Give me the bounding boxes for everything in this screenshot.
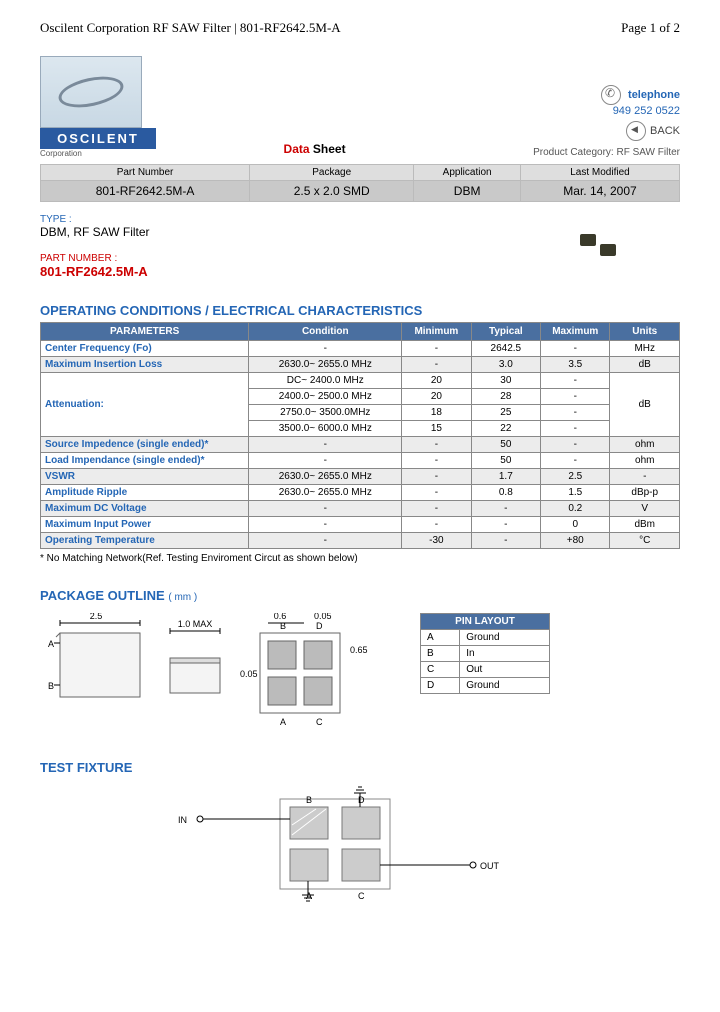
page-num: Page 1 of 2: [621, 20, 680, 36]
datasheet-label: Data Sheet: [284, 142, 346, 156]
logo-name: OSCILENT: [40, 128, 156, 149]
spec-h1: Condition: [249, 323, 402, 341]
spec-h2: Minimum: [402, 323, 471, 341]
partnum-value: 801-RF2642.5M-A: [40, 264, 680, 279]
info-v2: DBM: [414, 181, 521, 202]
svg-text:1.0 MAX: 1.0 MAX: [178, 619, 213, 629]
type-label: TYPE :: [40, 214, 680, 225]
pin-header: PIN LAYOUT: [421, 614, 550, 630]
product-category: Product Category: RF SAW Filter: [533, 147, 680, 158]
svg-text:D: D: [316, 621, 323, 631]
contact-block: telephone 949 252 0522 BACK Product Cate…: [533, 85, 680, 158]
page-header: Oscilent Corporation RF SAW Filter | 801…: [40, 20, 680, 36]
info-h1: Package: [250, 165, 414, 181]
spec-param: Source Impedence (single ended)*: [41, 437, 249, 453]
logo-block: OSCILENT Corporation: [40, 56, 156, 158]
svg-text:0.6: 0.6: [274, 613, 287, 621]
info-v1: 2.5 x 2.0 SMD: [250, 181, 414, 202]
top-row: OSCILENT Corporation Data Sheet telephon…: [40, 56, 680, 158]
section-pkg: PACKAGE OUTLINE ( mm ): [40, 588, 680, 603]
back-link[interactable]: BACK: [533, 121, 680, 141]
spec-param: Maximum DC Voltage: [41, 501, 249, 517]
svg-text:D: D: [358, 795, 365, 805]
spec-footnote: * No Matching Network(Ref. Testing Envir…: [40, 553, 680, 564]
svg-text:C: C: [358, 891, 365, 901]
info-v0: 801-RF2642.5M-A: [41, 181, 250, 202]
svg-text:B: B: [48, 681, 54, 691]
spec-h5: Units: [610, 323, 680, 341]
info-table: Part Number Package Application Last Mod…: [40, 164, 680, 202]
tel-number: 949 252 0522: [533, 105, 680, 117]
back-icon: [626, 121, 646, 141]
fixture-in: IN: [178, 815, 187, 825]
info-h3: Last Modified: [520, 165, 679, 181]
tel-label: telephone: [628, 89, 680, 101]
svg-text:A: A: [48, 639, 54, 649]
spec-param: Center Frequency (Fo): [41, 341, 249, 357]
pin-table: PIN LAYOUT AGround BIn COut DGround: [420, 613, 550, 694]
logo-sub: Corporation: [40, 149, 156, 158]
spec-param: Amplitude Ripple: [41, 485, 249, 501]
section-test: TEST FIXTURE: [40, 760, 680, 775]
svg-text:0.05: 0.05: [240, 669, 258, 679]
info-v3: Mar. 14, 2007: [520, 181, 679, 202]
info-h2: Application: [414, 165, 521, 181]
svg-text:0.65: 0.65: [350, 645, 368, 655]
info-h0: Part Number: [41, 165, 250, 181]
svg-text:A: A: [280, 717, 286, 727]
spec-h0: PARAMETERS: [41, 323, 249, 341]
spec-param: Maximum Insertion Loss: [41, 357, 249, 373]
spec-h3: Typical: [471, 323, 540, 341]
package-svg: 2.5 A B 1.0 MAX BD AC 0.6: [40, 613, 400, 733]
svg-text:2.5: 2.5: [90, 613, 103, 621]
spec-param: VSWR: [41, 469, 249, 485]
spec-param: Maximum Input Power: [41, 517, 249, 533]
svg-text:A: A: [306, 891, 312, 901]
spec-h4: Maximum: [541, 323, 610, 341]
logo-icon: [40, 56, 142, 128]
fixture-out: OUT: [480, 861, 500, 871]
spec-param: Operating Temperature: [41, 533, 249, 549]
package-row: 2.5 A B 1.0 MAX BD AC 0.6: [40, 613, 680, 736]
spec-param: Load Impendance (single ended)*: [41, 453, 249, 469]
section-opchar: OPERATING CONDITIONS / ELECTRICAL CHARAC…: [40, 303, 680, 318]
spec-param: Attenuation:: [41, 373, 249, 437]
svg-text:C: C: [316, 717, 323, 727]
test-fixture-svg: B D A C IN OUT: [160, 779, 560, 909]
svg-text:B: B: [306, 795, 312, 805]
spec-table: PARAMETERSConditionMinimumTypicalMaximum…: [40, 322, 680, 549]
svg-text:0.05: 0.05: [314, 613, 332, 621]
chip-icon: [580, 234, 620, 264]
doc-title: Oscilent Corporation RF SAW Filter | 801…: [40, 20, 341, 36]
package-diagram: 2.5 A B 1.0 MAX BD AC 0.6: [40, 613, 400, 736]
phone-icon: [601, 85, 621, 105]
